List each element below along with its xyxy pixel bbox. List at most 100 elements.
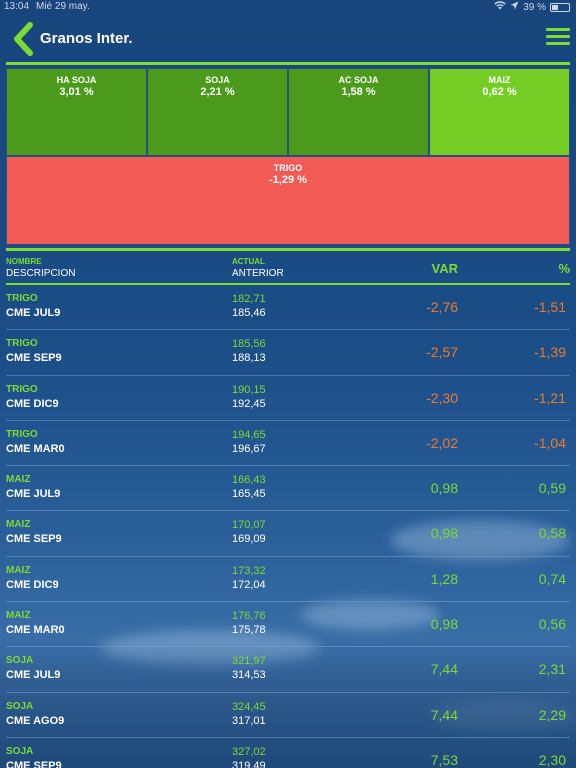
page-title: Granos Inter. bbox=[40, 30, 133, 47]
table-row[interactable]: MAIZ CME DIC9 173,32 172,04 1,28 0,74 bbox=[6, 557, 570, 603]
row-description: CME JUL9 bbox=[6, 488, 61, 501]
row-current: 324,45 bbox=[232, 700, 266, 713]
status-bar: 13:04 Mié 29 may. 39 % bbox=[0, 0, 576, 14]
row-current: 190,15 bbox=[232, 383, 266, 396]
table-header: NOMBRE DESCRIPCION ACTUAL ANTERIOR VAR % bbox=[6, 254, 570, 284]
heatmap: HA SOJA 3,01 % SOJA 2,21 % AC SOJA 1,58 … bbox=[6, 68, 570, 245]
chevron-left-icon[interactable] bbox=[10, 22, 36, 56]
row-current: 170,07 bbox=[232, 519, 266, 532]
row-var: 1,28 bbox=[430, 570, 458, 587]
row-previous: 188,13 bbox=[232, 352, 266, 365]
row-percent: -1,39 bbox=[534, 344, 566, 361]
table-row[interactable]: MAIZ CME JUL9 166,43 165,45 0,98 0,59 bbox=[6, 466, 570, 512]
row-var: 7,53 bbox=[430, 751, 458, 768]
row-percent: 2,31 bbox=[538, 661, 566, 678]
tile-value: 1,58 % bbox=[341, 86, 376, 98]
row-percent: 0,74 bbox=[538, 570, 566, 587]
row-description: CME AGO9 bbox=[6, 714, 65, 727]
table-row[interactable]: TRIGO CME SEP9 185,56 188,13 -2,57 -1,39 bbox=[6, 330, 570, 376]
table-row[interactable]: TRIGO CME DIC9 190,15 192,45 -2,30 -1,21 bbox=[6, 376, 570, 421]
row-var: 7,44 bbox=[430, 706, 458, 723]
heatmap-tile-ac-soja[interactable]: AC SOJA 1,58 % bbox=[288, 68, 429, 156]
row-percent: -1,21 bbox=[534, 389, 566, 406]
row-previous: 314,53 bbox=[232, 669, 266, 682]
row-previous: 172,04 bbox=[232, 578, 266, 591]
header-divider bbox=[6, 62, 570, 65]
row-description: CME MAR0 bbox=[6, 624, 65, 637]
row-name: TRIGO bbox=[6, 383, 38, 395]
row-current: 182,71 bbox=[232, 293, 266, 305]
row-var: 0,98 bbox=[430, 480, 458, 497]
row-var: -2,30 bbox=[426, 389, 458, 406]
row-description: CME JUL9 bbox=[6, 669, 61, 682]
row-current: 194,65 bbox=[232, 428, 266, 441]
row-var: 7,44 bbox=[430, 661, 458, 678]
row-var: -2,02 bbox=[426, 434, 458, 451]
row-percent: -1,04 bbox=[534, 434, 566, 451]
heatmap-tile-trigo[interactable]: TRIGO -1,29 % bbox=[6, 156, 570, 245]
row-percent: 2,30 bbox=[538, 751, 566, 768]
row-name: SOJA bbox=[6, 745, 34, 757]
row-name: TRIGO bbox=[6, 428, 38, 440]
status-date: Mié 29 may. bbox=[36, 1, 90, 12]
row-percent: 0,59 bbox=[538, 480, 566, 497]
row-percent: 0,58 bbox=[538, 525, 566, 542]
table-row[interactable]: SOJA CME AGO9 324,45 317,01 7,44 2,29 bbox=[6, 693, 570, 738]
table-row[interactable]: MAIZ CME SEP9 170,07 169,09 0,98 0,58 bbox=[6, 511, 570, 557]
row-description: CME MAR0 bbox=[6, 442, 65, 455]
row-description: CME SEP9 bbox=[6, 759, 62, 768]
row-current: 185,56 bbox=[232, 338, 266, 351]
row-previous: 169,09 bbox=[232, 533, 266, 546]
tile-label: AC SOJA bbox=[338, 75, 379, 85]
row-previous: 185,46 bbox=[232, 307, 266, 319]
app-header: Granos Inter. bbox=[0, 18, 576, 60]
row-var: 0,98 bbox=[430, 616, 458, 633]
heatmap-tile-ha-soja[interactable]: HA SOJA 3,01 % bbox=[6, 68, 147, 156]
table-row[interactable]: SOJA CME JUL9 321,97 314,53 7,44 2,31 bbox=[6, 647, 570, 693]
location-icon bbox=[510, 1, 519, 13]
row-percent: 2,29 bbox=[538, 706, 566, 723]
table-row[interactable]: SOJA CME SEP9 327,02 319,49 7,53 2,30 bbox=[6, 738, 570, 768]
row-name: MAIZ bbox=[6, 610, 31, 622]
quotes-list: TRIGO CME JUL9 182,71 185,46 -2,76 -1,51 TRIGO… bbox=[6, 285, 570, 768]
hamburger-menu-icon[interactable] bbox=[546, 28, 570, 48]
column-previous: ANTERIOR bbox=[232, 268, 284, 279]
row-percent: -1,51 bbox=[534, 299, 566, 315]
tile-value: 2,21 % bbox=[200, 86, 235, 98]
table-row[interactable]: MAIZ CME MAR0 176,76 175,78 0,98 0,56 bbox=[6, 602, 570, 648]
row-description: CME SEP9 bbox=[6, 533, 62, 546]
heatmap-tile-soja[interactable]: SOJA 2,21 % bbox=[147, 68, 288, 156]
row-previous: 192,45 bbox=[232, 397, 266, 410]
row-description: CME DIC9 bbox=[6, 397, 59, 410]
tile-value: 0,62 % bbox=[482, 86, 517, 98]
row-previous: 317,01 bbox=[232, 714, 266, 727]
column-var: VAR bbox=[431, 261, 458, 276]
tile-label: TRIGO bbox=[273, 163, 303, 173]
row-name: MAIZ bbox=[6, 564, 31, 576]
row-name: MAIZ bbox=[6, 474, 31, 486]
row-previous: 165,45 bbox=[232, 488, 266, 501]
row-name: MAIZ bbox=[6, 519, 31, 531]
table-row[interactable]: TRIGO CME MAR0 194,65 196,67 -2,02 -1,04 bbox=[6, 421, 570, 467]
column-name: NOMBRE bbox=[6, 257, 42, 266]
table-header-divider bbox=[6, 283, 570, 285]
row-description: CME JUL9 bbox=[6, 307, 61, 319]
wifi-icon bbox=[494, 1, 506, 13]
heatmap-tile-maiz[interactable]: MAIZ 0,62 % bbox=[429, 68, 570, 156]
row-previous: 196,67 bbox=[232, 442, 266, 455]
row-current: 173,32 bbox=[232, 564, 266, 577]
tile-value: 3,01 % bbox=[59, 86, 94, 98]
column-description: DESCRIPCION bbox=[6, 268, 76, 279]
row-current: 327,02 bbox=[232, 745, 266, 758]
column-current: ACTUAL bbox=[232, 257, 265, 266]
row-name: TRIGO bbox=[6, 293, 38, 304]
row-name: TRIGO bbox=[6, 338, 38, 350]
row-current: 321,97 bbox=[232, 655, 266, 668]
row-percent: 0,56 bbox=[538, 616, 566, 633]
row-description: CME SEP9 bbox=[6, 352, 62, 365]
row-name: SOJA bbox=[6, 655, 34, 667]
status-time: 13:04 bbox=[4, 1, 30, 12]
battery-percent: 39 % bbox=[523, 1, 546, 13]
table-row[interactable]: TRIGO CME JUL9 182,71 185,46 -2,76 -1,51 bbox=[6, 285, 570, 331]
heatmap-divider bbox=[6, 248, 570, 251]
